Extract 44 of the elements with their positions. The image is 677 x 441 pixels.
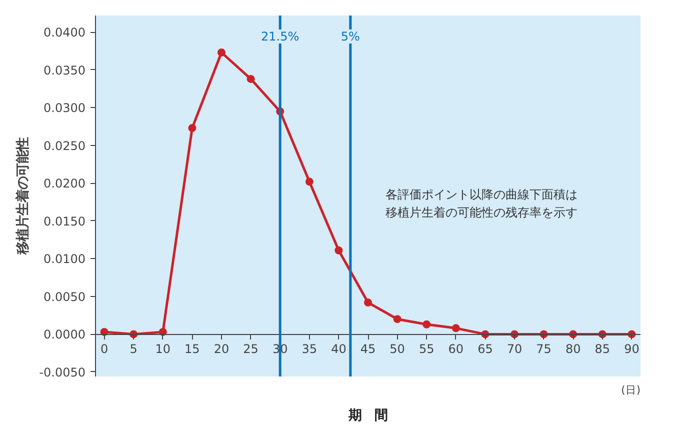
- point: [246, 74, 255, 83]
- y-tick-label: 0.0250: [44, 138, 86, 153]
- y-tick-label: 0.0150: [44, 214, 86, 228]
- y-tick-label: 0.0050: [44, 290, 86, 304]
- y-tick-label: 0.0100: [44, 252, 86, 266]
- annotation: 移植片生着の可能性の残存率を示す: [386, 206, 578, 220]
- x-tick-label: 10: [155, 342, 171, 356]
- x-tick-label: 55: [418, 342, 434, 356]
- annotation: 21.5%: [261, 29, 300, 44]
- x-tick-label: 15: [184, 342, 200, 356]
- y-tick-label: 0.0300: [44, 101, 86, 116]
- x-tick-label: 65: [478, 342, 493, 356]
- point: [452, 324, 460, 332]
- point: [305, 178, 314, 186]
- x-tick-label: 85: [594, 342, 610, 356]
- x-axis-title: 期 間: [348, 408, 388, 424]
- point: [393, 315, 402, 324]
- text: (日): [621, 384, 641, 396]
- y-tick-label: 0.0200: [44, 176, 86, 191]
- x-tick-label: 5: [130, 342, 138, 356]
- point: [334, 246, 343, 254]
- x-tick-label: 20: [214, 342, 230, 356]
- x-tick-label: 45: [360, 342, 376, 356]
- x-tick-label: 40: [331, 342, 346, 356]
- y-tick-label: 0.0350: [44, 63, 86, 78]
- annotation: 各評価ポイント以降の曲線下面積は: [386, 188, 578, 202]
- x-tick-label: 50: [390, 342, 405, 356]
- annotation: 5%: [340, 29, 360, 44]
- y-tick-label: 0.0400: [44, 26, 86, 40]
- y-axis-title: 移植片生着の可能性: [15, 138, 32, 256]
- point: [188, 124, 196, 132]
- y-tick-label: 0.0000: [44, 328, 86, 342]
- point: [422, 320, 431, 328]
- x-tick-label: 70: [506, 342, 522, 356]
- x-tick-label: 0: [100, 342, 108, 356]
- x-tick-label: 90: [624, 342, 640, 356]
- point: [217, 48, 226, 56]
- x-tick-label: 35: [302, 342, 318, 356]
- x-tick-label: 60: [448, 342, 464, 356]
- point: [364, 298, 372, 306]
- x-tick-label: 25: [243, 342, 258, 356]
- x-tick-label: 75: [536, 342, 552, 356]
- y-tick-label: -0.0050: [39, 365, 86, 380]
- x-tick-label: 80: [565, 342, 581, 356]
